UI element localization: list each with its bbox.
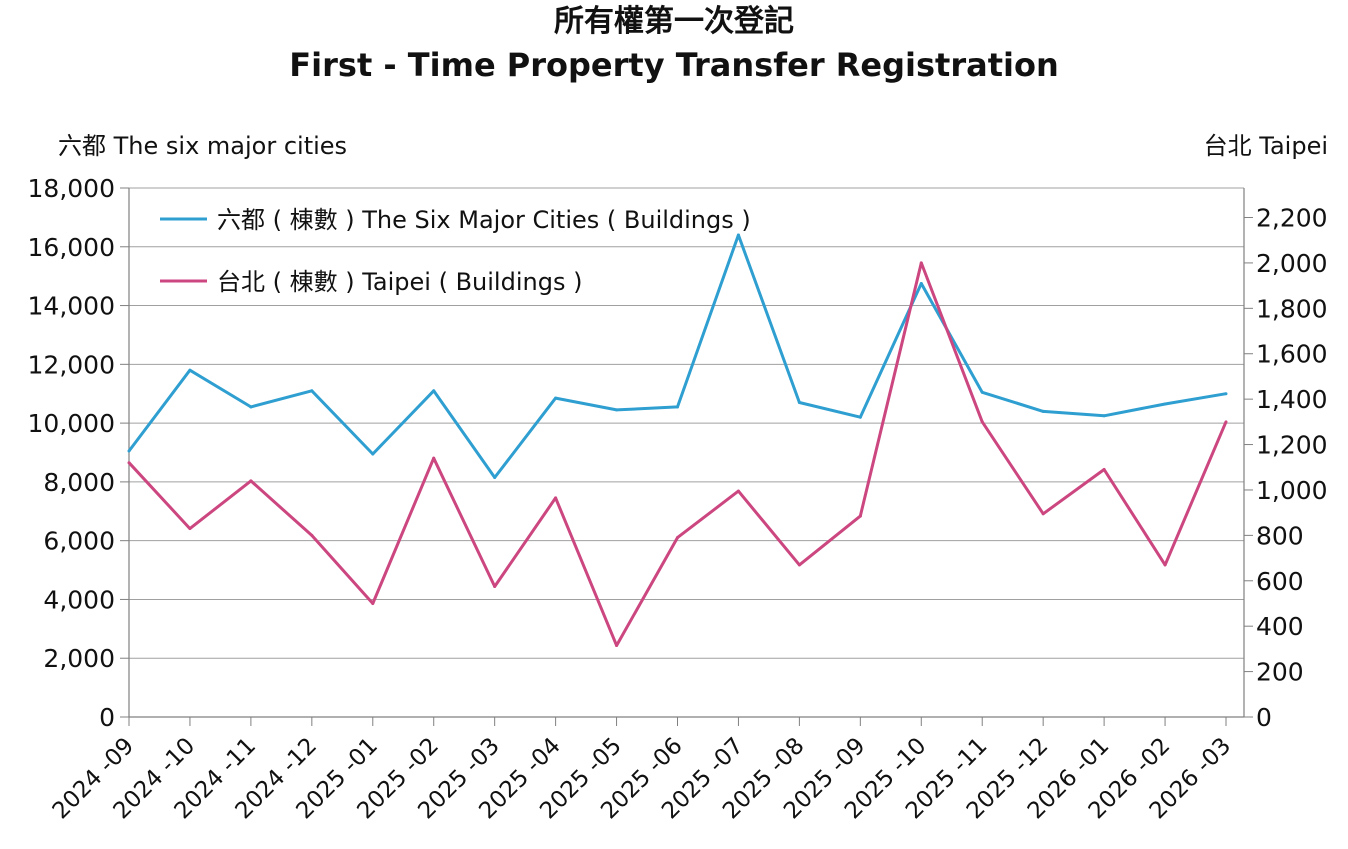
data-point: [797, 563, 801, 567]
right-tick-label: 2,000: [1256, 249, 1328, 278]
data-point: [127, 449, 131, 453]
right-tick-label: 400: [1256, 612, 1304, 641]
data-point: [919, 261, 923, 265]
data-point: [249, 479, 253, 483]
left-tick-label: 18,000: [28, 174, 115, 203]
data-point: [736, 489, 740, 493]
right-tick-label: 2,200: [1256, 204, 1328, 233]
data-point: [1102, 468, 1106, 472]
data-point: [432, 456, 436, 460]
data-point: [1041, 512, 1045, 516]
right-tick-label: 600: [1256, 567, 1304, 596]
left-tick-label: 8,000: [43, 468, 115, 497]
data-point: [371, 601, 375, 605]
right-tick-label: 800: [1256, 521, 1304, 550]
left-tick-label: 4,000: [43, 585, 115, 614]
data-point: [615, 408, 619, 412]
data-point: [676, 536, 679, 540]
right-tick-label: 1,800: [1256, 294, 1328, 323]
chart-title-en: First - Time Property Transfer Registrat…: [289, 46, 1059, 84]
right-tick-label: 1,400: [1256, 385, 1328, 414]
data-point: [554, 496, 558, 500]
left-tick-label: 16,000: [28, 233, 115, 262]
data-point: [980, 420, 984, 424]
data-point: [797, 401, 801, 405]
data-point: [736, 233, 740, 237]
left-axis-label: 六都 The six major cities: [58, 132, 348, 160]
left-tick-label: 0: [99, 703, 115, 732]
data-point: [1102, 414, 1106, 418]
right-tick-label: 0: [1256, 703, 1272, 732]
left-tick-label: 12,000: [28, 350, 115, 379]
data-point: [1224, 420, 1228, 424]
left-tick-label: 10,000: [28, 409, 115, 438]
right-axis-label: 台北 Taipei: [1203, 132, 1328, 160]
data-point: [858, 415, 862, 419]
data-point: [310, 389, 314, 393]
right-tick-label: 1,200: [1256, 431, 1328, 460]
data-point: [676, 405, 679, 409]
data-point: [1224, 392, 1228, 396]
right-tick-label: 1,000: [1256, 476, 1328, 505]
data-point: [980, 390, 984, 394]
legend-label: 六都 ( 棟數 ) The Six Major Cities ( Buildin…: [217, 206, 751, 234]
data-point: [310, 533, 314, 537]
right-tick-label: 1,600: [1256, 340, 1328, 369]
data-point: [493, 584, 497, 588]
data-point: [371, 452, 375, 456]
series-line-1: [127, 261, 1228, 647]
data-point: [858, 514, 862, 518]
data-point: [188, 527, 192, 531]
data-point: [188, 368, 192, 372]
chart-title-zh: 所有權第一次登記: [554, 4, 794, 39]
data-point: [554, 396, 558, 400]
data-point: [127, 461, 131, 465]
left-tick-label: 6,000: [43, 527, 115, 556]
data-point: [1163, 402, 1167, 406]
data-point: [1041, 409, 1045, 413]
right-tick-label: 200: [1256, 658, 1304, 687]
data-point: [432, 389, 436, 393]
left-tick-label: 2,000: [43, 644, 115, 673]
left-tick-label: 14,000: [28, 292, 115, 321]
data-point: [493, 475, 497, 479]
data-point: [1163, 563, 1167, 567]
data-point: [919, 282, 923, 286]
data-point: [249, 405, 253, 409]
legend-label: 台北 ( 棟數 ) Taipei ( Buildings ): [217, 268, 582, 296]
data-point: [615, 643, 619, 647]
